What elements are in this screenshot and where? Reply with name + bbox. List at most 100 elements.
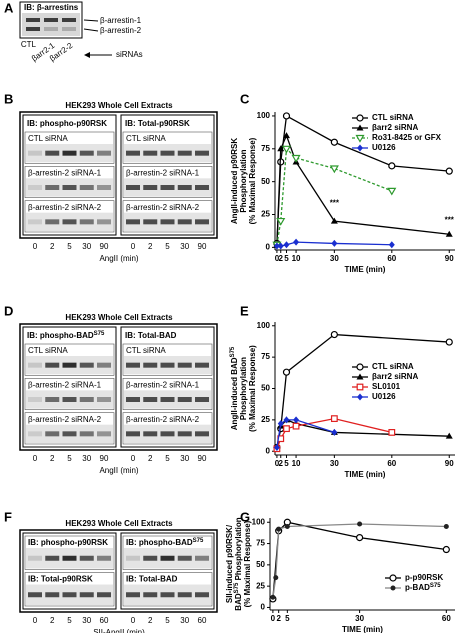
blot-header: IB: β-arrestins [24, 3, 79, 12]
band [143, 150, 158, 156]
arrow [83, 19, 99, 22]
row-label: CTL siRNA [28, 134, 68, 143]
legend-marker [390, 585, 396, 591]
marker [291, 154, 301, 163]
band [143, 397, 158, 402]
band [45, 185, 60, 190]
y-tick-label: 75 [261, 352, 270, 361]
panel-letter: C [240, 91, 250, 106]
band [45, 592, 60, 598]
band [62, 18, 76, 22]
marker [330, 415, 338, 423]
x-tick-label: 90 [445, 254, 454, 263]
row-label: β-arrestin-2 siRNA-1 [126, 380, 200, 389]
band [28, 555, 42, 561]
band [160, 592, 175, 598]
marker [281, 145, 292, 154]
lane-label: 90 [100, 454, 109, 463]
band [62, 555, 77, 561]
marker [445, 230, 453, 237]
annotation: *** [330, 198, 340, 207]
text-part: IB: phospho-BAD [27, 331, 94, 340]
lane-label: 0 [131, 242, 136, 251]
band [160, 362, 175, 368]
x-axis-label: TIME (min) [345, 265, 386, 274]
text-part: Phosphorylation [234, 517, 243, 582]
x-tick-label: 5 [285, 614, 290, 623]
marker [277, 420, 284, 428]
legend-label: p-BADS75 [405, 583, 441, 593]
band [97, 592, 111, 598]
row-label: β-arrestin-2 siRNA-2 [28, 415, 102, 424]
marker [282, 112, 291, 120]
x-tick-label: 0 [275, 254, 280, 263]
band [97, 431, 111, 437]
band [177, 150, 192, 156]
lane-label: 30 [180, 616, 189, 625]
band [62, 592, 77, 598]
text-part: AngII-induced BAD [230, 357, 239, 430]
band [62, 219, 77, 225]
x-axis-label: AngII (min) [99, 466, 138, 475]
marker [293, 238, 300, 246]
band [126, 150, 140, 156]
marker [282, 368, 291, 376]
lane-label: 90 [100, 242, 109, 251]
lane-label: 5 [165, 454, 170, 463]
band [126, 219, 140, 225]
band [126, 362, 140, 368]
y-axis-label: SII-induced p90RSK/ [225, 524, 234, 603]
panel-letter: E [240, 303, 249, 318]
band [79, 397, 94, 402]
band [143, 219, 158, 225]
blot-header: IB: Total-p90RSK [125, 119, 190, 128]
band [126, 592, 140, 598]
x-tick-label: 60 [387, 254, 396, 263]
lane-label: 60 [100, 616, 109, 625]
y-tick-label: 100 [252, 517, 266, 526]
marker [273, 443, 280, 451]
panel-letter: F [4, 509, 12, 524]
x-tick-label: 60 [442, 614, 451, 623]
lane-label: 2 [50, 242, 55, 251]
x-tick-label: 10 [292, 459, 301, 468]
x-tick-label: 5 [284, 459, 289, 468]
y-tick-label: 50 [261, 177, 270, 186]
x-tick-label: 60 [387, 459, 396, 468]
band [126, 185, 140, 190]
y-tick-label: 75 [261, 144, 270, 153]
marker [388, 162, 396, 170]
y-tick-label: 25 [261, 210, 270, 219]
lane-label: 0 [33, 616, 38, 625]
band [97, 150, 111, 156]
y-axis-label: (% Maximal Response) [243, 520, 252, 607]
legend-marker [389, 574, 397, 582]
band [97, 219, 111, 225]
band [126, 431, 140, 437]
band [28, 592, 42, 598]
legend-label: CTL siRNA [372, 113, 414, 122]
lane-label: 30 [82, 454, 91, 463]
band [44, 18, 58, 22]
blot-title: HEK293 Whole Cell Extracts [65, 519, 173, 528]
y-axis-label: AngII-induced p90RSK [230, 138, 239, 224]
legend-marker [355, 134, 365, 143]
x-tick-label: 10 [292, 254, 301, 263]
band [177, 185, 192, 190]
band [45, 431, 60, 437]
superscript: S75 [94, 331, 105, 337]
text-part: BAD [234, 593, 243, 611]
y-axis-label: (% Maximal Response) [248, 137, 257, 224]
marker [445, 338, 453, 346]
lane-label: 0 [131, 616, 136, 625]
band [195, 362, 209, 368]
lane-label: 30 [180, 242, 189, 251]
lane-label: 2 [50, 454, 55, 463]
marker [283, 416, 290, 424]
band [195, 219, 209, 225]
band [195, 150, 209, 156]
superscript: S75 [234, 582, 240, 593]
row-label: β-arrestin-2 siRNA-2 [28, 203, 102, 212]
marker [284, 524, 290, 530]
